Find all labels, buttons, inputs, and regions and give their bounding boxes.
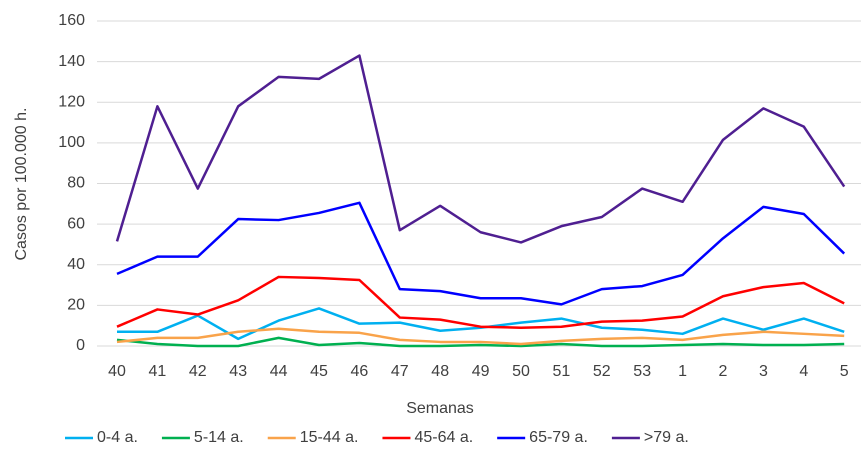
x-tick-label: 45 [310,363,328,380]
x-tick-label: 4 [799,363,808,380]
x-tick-label: 41 [149,363,167,380]
x-tick-label: 48 [431,363,449,380]
x-tick-label: 52 [593,363,611,380]
y-tick-label: 120 [58,93,85,110]
x-tick-label: 49 [472,363,490,380]
y-tick-label: 60 [67,215,85,232]
y-axis-label: Casos por 100.000 h. [13,108,30,261]
y-tick-label: 20 [67,297,85,314]
x-tick-label: 5 [840,363,849,380]
x-tick-label: 53 [633,363,651,380]
legend-label: >79 a. [644,429,689,446]
x-tick-label: 51 [553,363,571,380]
y-tick-label: 160 [58,12,85,29]
x-tick-label: 1 [678,363,687,380]
legend-label: 65-79 a. [529,429,588,446]
legend-label: 45-64 a. [414,429,473,446]
series-line [115,54,846,244]
x-tick-label: 43 [229,363,247,380]
x-tick-label: 44 [270,363,288,380]
series-line [116,201,846,306]
x-axis-label: Semanas [406,400,474,417]
x-tick-label: 40 [108,363,126,380]
y-tick-label: 140 [58,53,85,70]
y-tick-label: 40 [67,256,85,273]
series-line [116,275,845,329]
x-tick-label: 2 [719,363,728,380]
legend-label: 5-14 a. [194,429,244,446]
legend-label: 0-4 a. [97,429,138,446]
x-tick-label: 42 [189,363,207,380]
x-tick-label: 47 [391,363,409,380]
x-tick-label: 50 [512,363,530,380]
x-tick-label: 46 [351,363,369,380]
y-tick-label: 100 [58,134,85,151]
y-tick-label: 80 [67,175,85,192]
series-line [116,327,845,346]
x-tick-label: 3 [759,363,768,380]
series-line [116,336,845,348]
legend-label: 15-44 a. [300,429,359,446]
y-tick-label: 0 [76,337,85,354]
